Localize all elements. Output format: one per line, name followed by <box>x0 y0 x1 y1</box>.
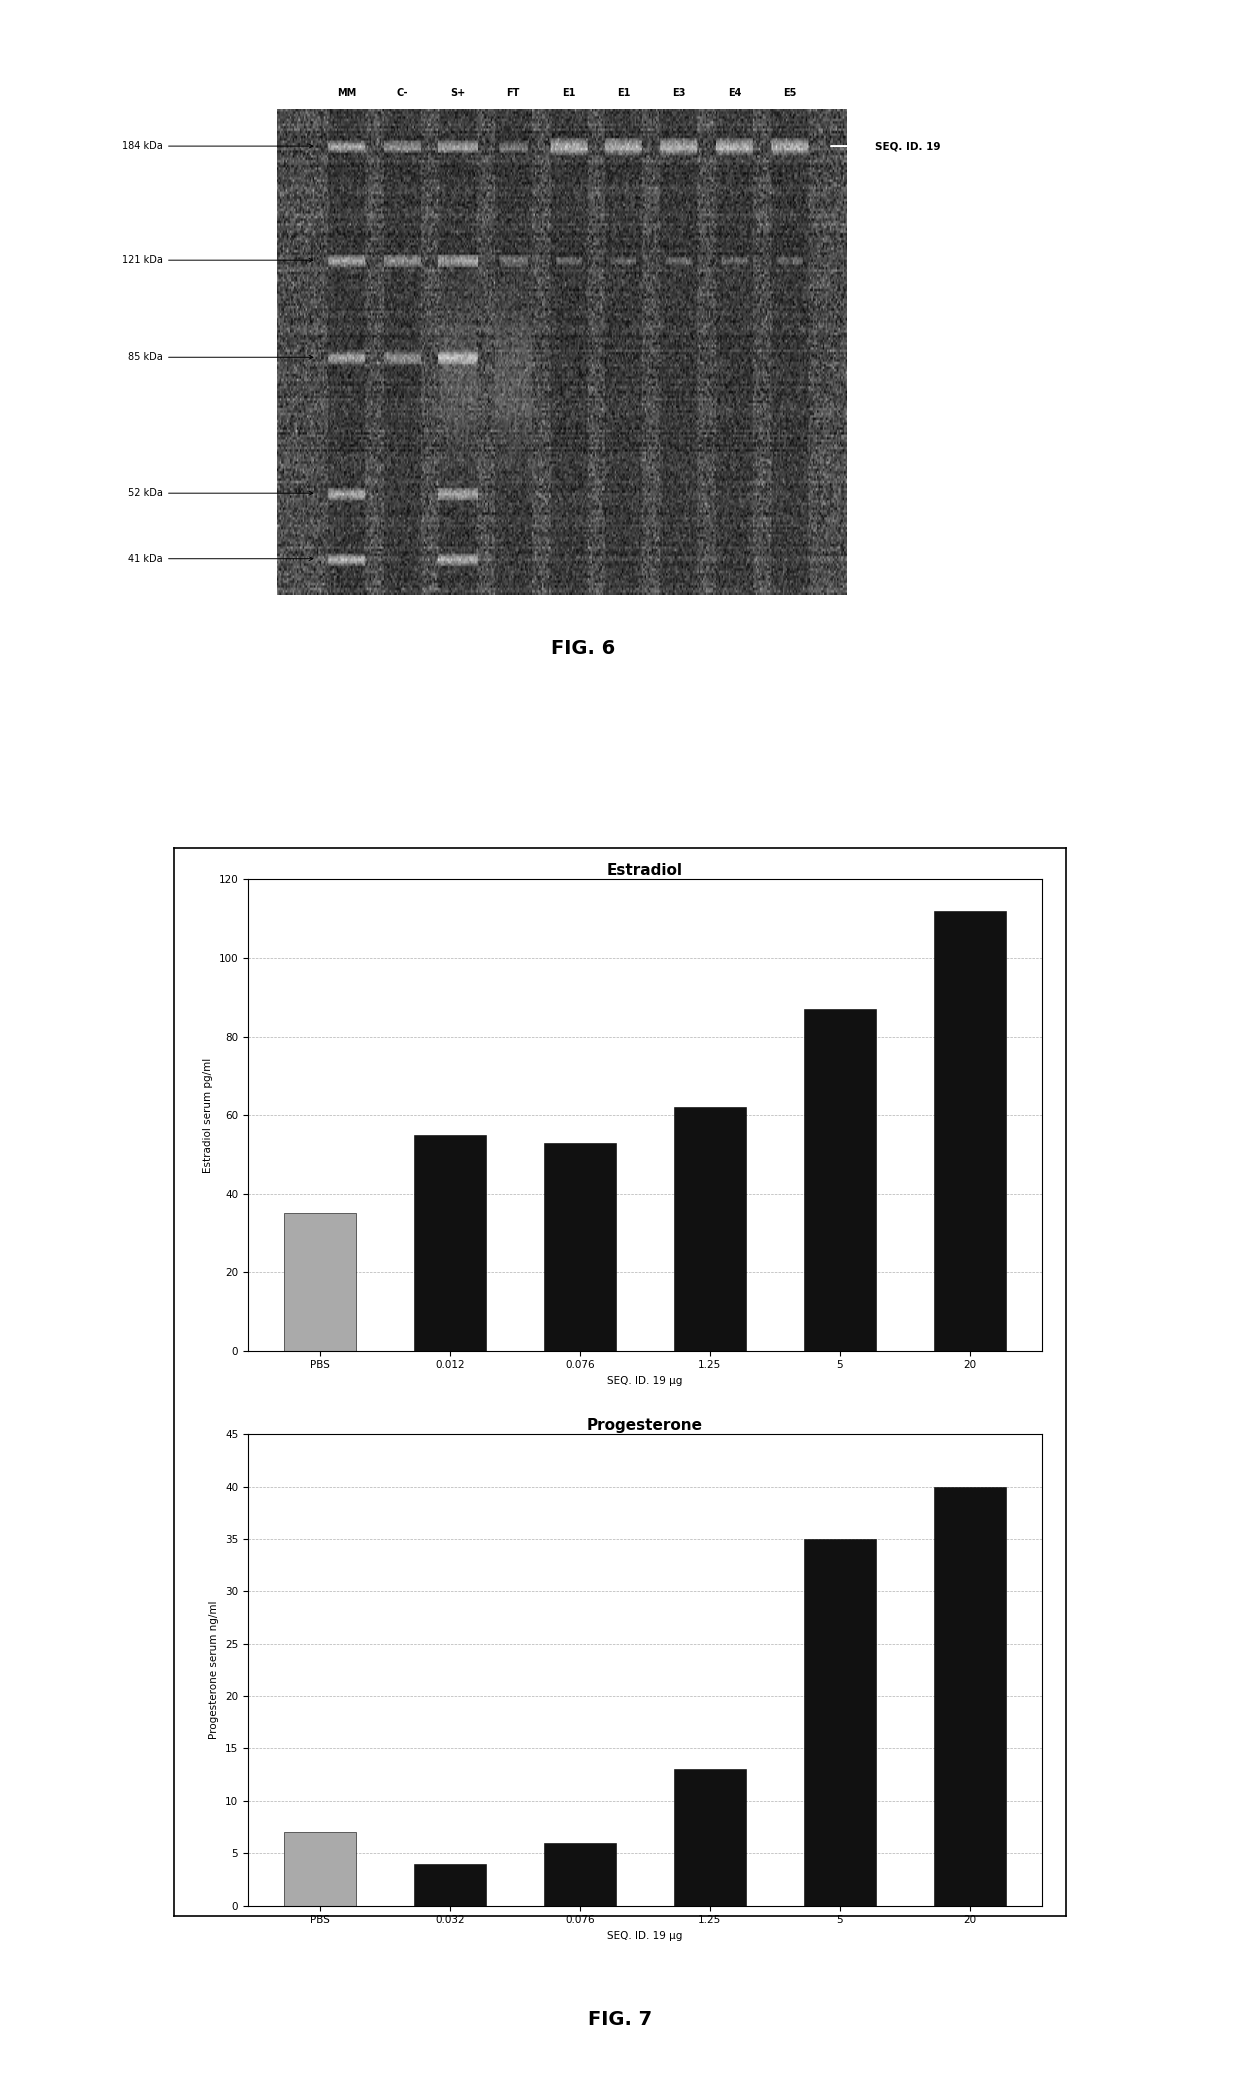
Bar <box>414 1135 486 1351</box>
X-axis label: SEQ. ID. 19 μg: SEQ. ID. 19 μg <box>608 1376 682 1386</box>
Text: MM: MM <box>337 88 357 98</box>
Title: Estradiol: Estradiol <box>606 863 683 877</box>
Text: E1: E1 <box>618 88 631 98</box>
Text: E4: E4 <box>728 88 742 98</box>
Bar <box>675 1769 745 1906</box>
Text: E1: E1 <box>562 88 575 98</box>
Bar <box>284 1832 356 1906</box>
Bar <box>934 1487 1006 1906</box>
Bar <box>414 1864 486 1906</box>
Bar <box>675 1108 745 1351</box>
Bar <box>544 1843 615 1906</box>
Bar <box>544 1143 615 1351</box>
Text: FIG. 6: FIG. 6 <box>551 639 615 658</box>
Text: 121 kDa: 121 kDa <box>123 255 312 266</box>
Text: E5: E5 <box>784 88 796 98</box>
Text: 41 kDa: 41 kDa <box>129 553 312 563</box>
Bar <box>804 1009 875 1351</box>
Text: FT: FT <box>507 88 520 98</box>
Text: 52 kDa: 52 kDa <box>128 488 312 498</box>
Title: Progesterone: Progesterone <box>587 1418 703 1432</box>
Bar <box>934 911 1006 1351</box>
Bar <box>284 1212 356 1351</box>
Text: 184 kDa: 184 kDa <box>123 140 312 151</box>
Y-axis label: Estradiol serum pg/ml: Estradiol serum pg/ml <box>203 1057 213 1173</box>
Text: S+: S+ <box>450 88 465 98</box>
Y-axis label: Progesterone serum ng/ml: Progesterone serum ng/ml <box>210 1600 219 1740</box>
Text: SEQ. ID. 19: SEQ. ID. 19 <box>874 140 940 151</box>
X-axis label: SEQ. ID. 19 μg: SEQ. ID. 19 μg <box>608 1931 682 1941</box>
Text: FIG. 7: FIG. 7 <box>588 2010 652 2029</box>
Text: E3: E3 <box>672 88 686 98</box>
Bar <box>804 1539 875 1906</box>
Text: 85 kDa: 85 kDa <box>128 352 312 362</box>
Text: C-: C- <box>397 88 408 98</box>
